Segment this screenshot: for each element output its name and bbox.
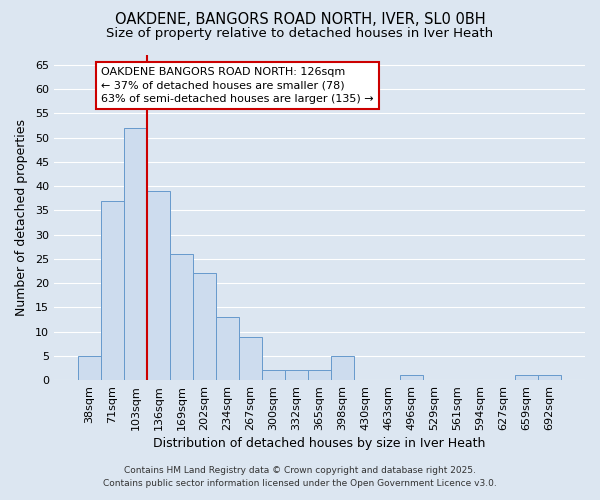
Bar xyxy=(101,200,124,380)
Bar xyxy=(538,376,561,380)
Bar xyxy=(515,376,538,380)
Bar xyxy=(239,336,262,380)
Bar xyxy=(124,128,147,380)
Text: Size of property relative to detached houses in Iver Heath: Size of property relative to detached ho… xyxy=(106,28,494,40)
Bar xyxy=(193,274,216,380)
Bar xyxy=(331,356,354,380)
Text: OAKDENE, BANGORS ROAD NORTH, IVER, SL0 0BH: OAKDENE, BANGORS ROAD NORTH, IVER, SL0 0… xyxy=(115,12,485,28)
Bar xyxy=(78,356,101,380)
Bar xyxy=(147,191,170,380)
Bar xyxy=(400,376,423,380)
Bar xyxy=(216,317,239,380)
Bar xyxy=(170,254,193,380)
X-axis label: Distribution of detached houses by size in Iver Heath: Distribution of detached houses by size … xyxy=(153,437,485,450)
Text: OAKDENE BANGORS ROAD NORTH: 126sqm
← 37% of detached houses are smaller (78)
63%: OAKDENE BANGORS ROAD NORTH: 126sqm ← 37%… xyxy=(101,67,374,104)
Y-axis label: Number of detached properties: Number of detached properties xyxy=(15,119,28,316)
Bar xyxy=(285,370,308,380)
Text: Contains HM Land Registry data © Crown copyright and database right 2025.
Contai: Contains HM Land Registry data © Crown c… xyxy=(103,466,497,487)
Bar xyxy=(308,370,331,380)
Bar xyxy=(262,370,285,380)
